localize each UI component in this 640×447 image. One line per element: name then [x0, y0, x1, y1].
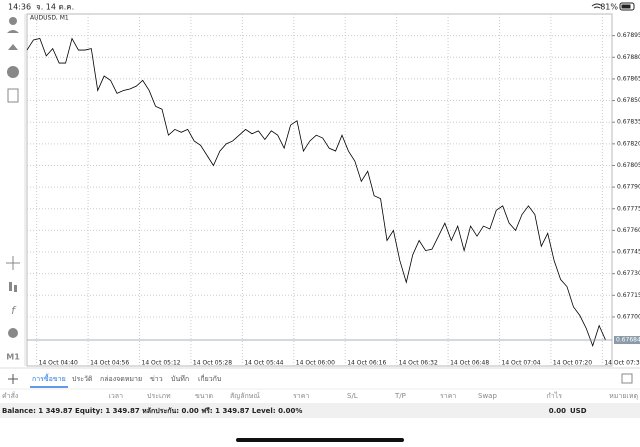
battery-icon [619, 2, 635, 11]
y-tick-label: 0.67805 [617, 162, 640, 169]
y-tick-label: 0.67760 [617, 227, 640, 234]
account-icon-body [7, 30, 19, 33]
chat-icon[interactable] [7, 66, 19, 78]
chart-title: AUDUSD, M1 [30, 15, 69, 22]
column-header: Swap [478, 392, 497, 400]
y-tick-label: 0.67865 [617, 75, 640, 82]
account-profit: 0.00 [549, 407, 566, 415]
x-tick-label: 14 Oct 04:40 [39, 360, 78, 367]
y-tick-label: 0.67835 [617, 119, 640, 126]
x-tick-label: 14 Oct 04:56 [90, 360, 129, 367]
indicators-icon[interactable] [9, 282, 12, 291]
tabs: การซื้อขาย ประวัติ กล่องจดหมาย ข่าว บันทึก เก… [30, 372, 221, 388]
y-tick-label: 0.67775 [617, 205, 640, 212]
plot: 0.67895 0.67880 0.67865 0.67850 0.67835 0.678… [26, 14, 640, 367]
y-tick-label: 0.67715 [617, 292, 640, 299]
x-tick-label: 14 Oct 07:20 [553, 360, 592, 367]
column-header: หมายเหตุ [609, 392, 638, 400]
balance-row [0, 403, 640, 418]
column-header: T/P [394, 392, 406, 400]
x-tick-label: 14 Oct 05:44 [244, 360, 283, 367]
column-header: ราคา [440, 392, 456, 400]
y-tick-label: 0.67790 [617, 184, 640, 191]
status-battery: 81% [600, 3, 618, 12]
column-header: S/L [347, 392, 358, 400]
tab[interactable]: การซื้อขาย [32, 372, 66, 383]
status-time: 14:36 [8, 3, 31, 12]
tab[interactable]: ข่าว [150, 375, 163, 383]
column-header: ราคา [293, 392, 309, 400]
y-tick-label: 0.67745 [617, 249, 640, 256]
x-tick-label: 14 Oct 06:16 [347, 360, 386, 367]
chart-frame [26, 13, 613, 367]
y-tick-label: 0.67880 [617, 54, 640, 61]
column-header: คำสั่ง [2, 391, 18, 400]
y-tick-label: 0.67895 [617, 32, 640, 39]
columns: คำสั่ง เวลา ประเภท ขนาด สัญลักษณ์ ราคา S/L T/P ร… [2, 391, 638, 400]
status-date: จ. 14 ต.ค. [36, 3, 74, 12]
column-header: ขนาด [195, 392, 213, 400]
new-order-icon[interactable] [7, 88, 19, 103]
layout-icon[interactable] [621, 373, 633, 384]
x-tick-label: 14 Oct 05:12 [142, 360, 181, 367]
x-tick-label: 14 Oct 07:04 [502, 360, 541, 367]
wifi-icon [591, 3, 603, 9]
column-header: สัญลักษณ์ [230, 392, 260, 400]
y-tick-label: 0.67820 [617, 140, 640, 147]
battery-level [621, 4, 631, 9]
add-button[interactable] [8, 374, 18, 384]
objects-icon[interactable] [8, 328, 18, 338]
x-tick-label: 14 Oct 05:28 [193, 360, 232, 367]
x-tick-label: 14 Oct 06:00 [296, 360, 335, 367]
home-indicator [236, 438, 404, 442]
x-tick-label: 14 Oct 07:36 [604, 360, 640, 367]
tab[interactable]: บันทึก [171, 374, 189, 383]
column-header: กำไร [547, 391, 563, 400]
function-icon[interactable]: f [11, 304, 17, 317]
x-tick-label: 14 Oct 06:32 [399, 360, 438, 367]
tab[interactable]: กล่องจดหมาย [100, 375, 142, 383]
y-tick-label: 0.67730 [617, 270, 640, 277]
column-header: เวลา [108, 392, 123, 400]
price-line [26, 37, 606, 348]
crosshair-icon[interactable] [6, 256, 20, 270]
account-currency: USD [570, 407, 587, 415]
column-header: ประเภท [147, 392, 171, 400]
account-icon[interactable] [9, 17, 17, 25]
indicators-icon-b [14, 285, 17, 292]
y-tick-label: 0.67700 [617, 313, 640, 320]
y-tick-label: 0.67850 [617, 97, 640, 104]
current-price-box [614, 336, 640, 345]
tab[interactable]: ประวัติ [72, 375, 93, 383]
account-summary: Balance: 1 349.87 Equity: 1 349.87 หลักป… [2, 407, 302, 415]
timeframe-button[interactable]: M1 [6, 353, 20, 362]
tab[interactable]: เกี่ยวกับ [198, 374, 221, 383]
trade-icon[interactable] [8, 44, 18, 50]
x-tick-label: 14 Oct 06:48 [450, 360, 489, 367]
current-price-label: 0.67684 [616, 337, 640, 344]
